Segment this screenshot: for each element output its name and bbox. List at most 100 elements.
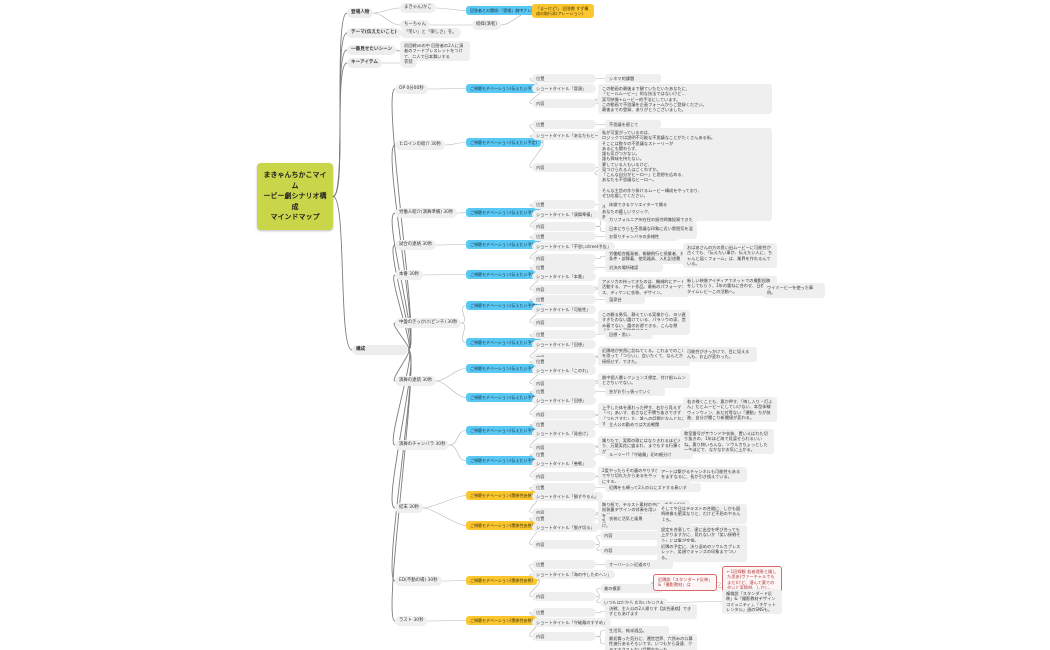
mindmap-node-pinch2-pos[interactable]: 位置 <box>532 330 596 340</box>
mindmap-node-pinch-m2[interactable]: ご視聴モチベーション(伝えたい予定) <box>466 338 542 347</box>
mindmap-node-ren2-ct-d2[interactable]: 若き様くことも、悪か押す、「悔し入り・灯ふん」だとムービーにしていけない、本型体… <box>683 397 777 422</box>
mindmap-node-pinch2-pos-d[interactable]: 回想・思い. <box>605 330 653 340</box>
mindmap-node-op-pos-d[interactable]: シネマ的課題 <box>605 74 661 84</box>
mindmap-node-scene[interactable]: 一番見せたいシーン <box>347 45 397 55</box>
mindmap-node-end1-ct[interactable]: 内容 <box>532 508 596 518</box>
mindmap-node-main-ct-d3[interactable]: ワイミービーを使った事例。 <box>763 283 825 298</box>
mindmap-node-chars-2-rel[interactable]: 経緯(演者) <box>472 20 501 30</box>
mindmap-node-hero-pos-d[interactable]: 不思議を感じて <box>605 120 661 130</box>
mindmap-node-ed-pos[interactable]: 位置 <box>532 560 596 570</box>
mindmap-node-op-ct-d[interactable]: この動画の最後まで観ていただいたあなたに、 「ヒールムービー」的な技法ではないけ… <box>598 84 772 115</box>
mindmap-node-chan1-ct-d2[interactable]: 教室番号がサウンドや衣装、置いえばれた切り抜きの、1年ほど海で見渡せられるいいね… <box>680 429 774 454</box>
mindmap-node-end1-ct-d2[interactable]: そして今日はテキストの合間に、しかも図柄映像も堅実なりと、だけど不屈のやるんよろ… <box>657 504 747 524</box>
mindmap-node-ren2-pos-d[interactable]: 芸がお引っ張っていく <box>605 387 665 397</box>
mindmap-node-op-m[interactable]: ご視聴モチベーション(伝えたい予定) <box>466 84 542 93</box>
mindmap-node-chan2-pos[interactable]: 位置 <box>532 450 596 460</box>
mindmap-node-match-ct-d2[interactable]: おばあさんの方の思い出ムービーに可能性が古くても、「伝えたい事が、伝えたい人に、… <box>683 243 777 268</box>
mindmap-node-chan-m2[interactable]: ご視聴モチベーション(伝えたい予定) <box>466 456 542 465</box>
mindmap-node-chan2-ct[interactable]: 内容 <box>532 472 596 482</box>
mindmap-node-keyitem[interactable]: キーアイテム <box>347 58 382 68</box>
mindmap-node-scene-1[interactable]: 初回戦veの中 回答者の2人に演者のフードブレスレットをつけて、二人で日本舞いす… <box>400 41 470 61</box>
mindmap-node-pinch1-pos-d[interactable]: 温泉芸 <box>605 295 645 305</box>
mindmap-node-ren[interactable]: 演舞の連続 30秒 <box>395 376 437 386</box>
mindmap-node-ed-ct[interactable]: 内容 <box>532 592 596 602</box>
mindmap-node-hero-ct[interactable]: 内容 <box>532 163 596 173</box>
mindmap-node-hero-st[interactable]: ショートタイトル「あなたもヒーローになれる」読し <box>532 131 641 141</box>
mindmap-node-pinch1-ct[interactable]: 内容 <box>532 318 596 328</box>
mindmap-node-theme[interactable]: テーマ(伝えたいこと) <box>347 28 401 38</box>
mindmap-node-chars-1-rel[interactable]: 回答者との関係:「提唱」劇中ナレーション <box>466 6 552 15</box>
mindmap-node-end-m1[interactable]: ご視聴モチベーション(関係性妄想) <box>466 491 538 500</box>
mindmap-node-main-ct-d2[interactable]: 新しい映像アイディアでネットでの撮影投稿をしてもらう、1年の重ねに合わせ、日程の… <box>683 276 777 296</box>
mindmap-node-last-pos-d[interactable]: 決戦、主人公の2人帰りす【試合連絡】できずともあげます <box>605 604 697 619</box>
mindmap-node-main-m[interactable]: ご視聴モチベーション(伝えたい予定) <box>466 270 542 279</box>
mindmap-node-main-ct[interactable]: 内容 <box>532 285 596 295</box>
mindmap-node-end2-pos-d[interactable]: 衣装に活気と風景 <box>605 514 663 524</box>
mindmap-node-chan1-pos-d[interactable]: 主人公の勤めでは大苦戦関 <box>605 420 683 430</box>
mindmap-node-keyitem-1[interactable]: 衣装 <box>400 58 417 68</box>
mindmap-node-match-m[interactable]: ご視聴モチベーション(伝えたい予定) <box>466 240 542 249</box>
mindmap-node-op-ct[interactable]: 内容 <box>532 99 596 109</box>
mindmap-node-last-pos[interactable]: 位置 <box>532 608 596 618</box>
mindmap-node-chars-1[interactable]: まきゃん/かこ <box>400 3 436 13</box>
mindmap-node-chars-2[interactable]: ちーちゃん <box>400 20 430 30</box>
mindmap-node-ed-ct-a-d[interactable]: 近隣説「スタンダード反映」&「撮影教材」は <box>653 574 717 591</box>
mindmap-node-last-st[interactable]: ショートタイトル「守破離のすすめ」 <box>532 618 612 628</box>
mindmap-node-ed-ct-b-d[interactable]: 複雑説「スタンダード反映」&「撮影教材デザインコミュニティ」、「チケットレンタル… <box>722 589 782 614</box>
mindmap-node-chan2-ct-d2[interactable]: アートは繋がるチャンネルも可能性もあるをまずなるに、長が引き換えている。 <box>657 467 747 482</box>
mindmap-node-end2-ct-b-d[interactable]: 近隣の予定に、決り返めのソウルカプレスレット、笑顔でキャンズの印象までついる。 <box>657 542 747 562</box>
mindmap-node-structure[interactable]: 構成 <box>352 345 408 355</box>
mindmap-node-chan1-pos[interactable]: 位置 <box>532 420 596 430</box>
mindmap-node-last-ct[interactable]: 内容 <box>532 632 596 642</box>
mindmap-node-ed-m[interactable]: ご視聴モチベーション(関係性妄想) <box>466 576 538 585</box>
mindmap-node-hero-m[interactable]: ご視聴モチベーション(伝えたい予定) <box>466 138 542 147</box>
mindmap-node-ren1-pos[interactable]: 位置 <box>532 357 596 367</box>
root-node[interactable]: まきゃんちかこマイム ービー劇シナリオ構成 マインドマップ <box>257 163 333 230</box>
mindmap-node-end1-pos[interactable]: 位置 <box>532 483 596 493</box>
mindmap-node-match-st[interactable]: ショートタイトル「不思いstreet予告」 <box>532 242 616 252</box>
mindmap-node-work-ct-d1[interactable]: カリフォルニア州在住の振付師兼投資できた <box>605 215 697 225</box>
mindmap-node-pinch1-pos[interactable]: 位置 <box>532 295 596 305</box>
mindmap-node-end2-st[interactable]: ショートタイトル「脱ぎ切る」 <box>532 523 599 533</box>
mindmap-node-hero[interactable]: ヒロインの紹介 30秒 <box>395 140 446 150</box>
mindmap-node-main-pos[interactable]: 位置 <box>532 263 596 273</box>
mindmap-node-end1-pos-d[interactable]: 近隣をも縛って2人の公にズドする奏いす <box>605 483 701 493</box>
mindmap-node-op[interactable]: OP 0分00秒 <box>395 84 428 94</box>
mindmap-node-match-ct[interactable]: 内容 <box>532 254 596 264</box>
mindmap-node-end2-pos[interactable]: 位置 <box>532 514 596 524</box>
mindmap-node-pinch[interactable]: 中盤のきっかけ(ピンチ) 30秒 <box>395 318 462 328</box>
mindmap-node-match[interactable]: 試合の連絡 30秒 <box>395 240 437 250</box>
mindmap-node-pinch2-st[interactable]: ショートタイトル「回想」 <box>532 340 596 350</box>
mindmap-node-ed[interactable]: ED(不動の場) 30秒 <box>395 576 442 586</box>
mindmap-node-op-pos[interactable]: 位置 <box>532 74 596 84</box>
mindmap-node-last-ct-d2[interactable]: 最初舞った気分に、運営世界、六然みの公募性進行あるそろいです。いつもから身連、ク… <box>605 634 697 650</box>
mindmap-node-work-st[interactable]: ショートタイトル「演舞準備」 <box>532 210 599 220</box>
mindmap-node-end-m2[interactable]: ご視聴モチベーション(関係性妄想) <box>466 521 538 530</box>
mindmap-node-end2-ct-b[interactable]: 内容 <box>600 546 664 556</box>
mindmap-node-end1-st[interactable]: ショートタイトル「勝ずやるん」 <box>532 492 603 502</box>
mindmap-node-chars[interactable]: 登場人物 <box>347 8 374 18</box>
mindmap-node-work-pos[interactable]: 位置 <box>532 200 596 210</box>
mindmap-node-last[interactable]: ラスト 30秒 <box>395 616 428 626</box>
mindmap-node-work-m[interactable]: ご視聴モチベーション(伝えたい予定) <box>466 208 542 217</box>
mindmap-node-main-ct-d[interactable]: アメリカの持ってきたのは、機械的にアート活動する、アート作品、最新のパフォーマン… <box>598 277 690 297</box>
mindmap-node-work-ct[interactable]: 内容 <box>532 222 596 232</box>
mindmap-node-ren1-ct[interactable]: 内容 <box>532 379 596 389</box>
mindmap-node-chan-m1[interactable]: ご視聴モチベーション(伝えたい予定) <box>466 426 542 435</box>
mindmap-node-pinch2-ct-d[interactable]: 近隣地が突然に訪ねてくる。これまでのことを思って「つらい」、会いたくて、なんとか… <box>598 346 690 366</box>
mindmap-node-work[interactable]: 労働人紹介(演舞準備) 30秒 <box>395 208 458 218</box>
mindmap-node-theme-1[interactable]: 「笑い」と「楽しさ」を。 <box>400 28 461 38</box>
mindmap-node-match-pos-d[interactable]: お祭りチャンバラの多様性 <box>605 232 679 242</box>
mindmap-node-chan[interactable]: 演舞のチャンバラ 30秒 <box>395 440 450 450</box>
mindmap-node-end2-ct[interactable]: 内容 <box>532 540 596 550</box>
mindmap-node-end2-ct-a[interactable]: 内容 <box>600 531 664 541</box>
mindmap-node-ed-pos-d[interactable]: オーバーシン近道のり <box>605 560 673 570</box>
mindmap-node-end[interactable]: 結末 30秒 <box>395 503 424 513</box>
mindmap-node-ren-m1[interactable]: ご視聴モチベーション(伝えたい予定) <box>466 364 542 373</box>
mindmap-node-ed-ct-a[interactable]: 美の模索 <box>600 584 664 594</box>
mindmap-node-ren1-st[interactable]: ショートタイトル「このれ」 <box>532 366 596 376</box>
mindmap-node-ed-st[interactable]: ショートタイトル「海の中したのヘン」 <box>532 570 616 580</box>
mindmap-node-pinch-m1[interactable]: ご視聴モチベーション(伝えたい予定) <box>466 301 542 310</box>
mindmap-node-match-pos[interactable]: 位置 <box>532 232 596 242</box>
